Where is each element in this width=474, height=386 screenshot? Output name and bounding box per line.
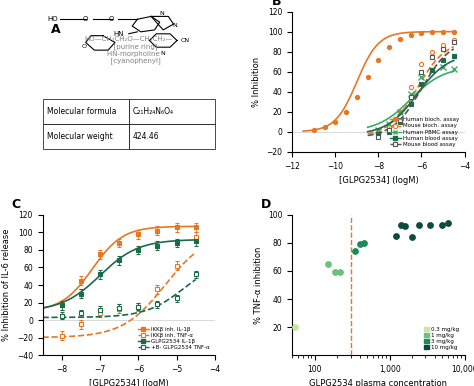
Text: D: D <box>261 198 272 211</box>
Point <box>444 220 452 227</box>
Y-axis label: % TNF-α inhibition: % TNF-α inhibition <box>254 246 263 324</box>
Point <box>438 222 446 228</box>
Legend: Human bioch. assay, Mouse bioch. assay, Human PBMC assay, Human blood assay, Mou: Human bioch. assay, Mouse bioch. assay, … <box>388 115 462 149</box>
Point <box>397 222 404 228</box>
Legend: IKKβ inh. IL-1β, IKKβ inh. TNF-α, GLPG2534 IL-1β, +B- GLPG2534 TNF-α: IKKβ inh. IL-1β, IKKβ inh. TNF-α, GLPG25… <box>136 325 212 352</box>
Point <box>392 233 400 239</box>
Point <box>401 223 409 229</box>
Point <box>356 241 364 247</box>
Point <box>427 222 434 228</box>
X-axis label: GLPG2534 plasma concentration
(ng/ml): GLPG2534 plasma concentration (ng/ml) <box>310 379 447 386</box>
Legend: 0.3 mg/kg, 1 mg/kg, 3 mg/kg, 10 mg/kg: 0.3 mg/kg, 1 mg/kg, 3 mg/kg, 10 mg/kg <box>421 325 462 352</box>
Point <box>409 234 416 240</box>
Y-axis label: % Inhibition: % Inhibition <box>252 57 261 107</box>
Point <box>416 222 423 228</box>
Point <box>331 269 338 276</box>
Text: C: C <box>12 198 21 211</box>
Point <box>360 240 367 246</box>
Text: B: B <box>272 0 281 8</box>
Y-axis label: % Inhibition of IL-6 release: % Inhibition of IL-6 release <box>2 229 11 341</box>
Point <box>351 248 358 254</box>
Text: A: A <box>51 23 61 36</box>
X-axis label: [GLPG2534] (logM): [GLPG2534] (logM) <box>338 176 418 185</box>
Point <box>292 324 299 330</box>
Point <box>337 269 344 276</box>
X-axis label: [GLPG2534] (logM): [GLPG2534] (logM) <box>89 379 169 386</box>
Point <box>324 261 332 267</box>
